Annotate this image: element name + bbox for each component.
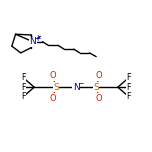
Text: F: F [127,92,131,101]
Text: O: O [50,71,56,81]
Text: +: + [34,34,40,43]
Text: F: F [21,73,25,82]
Text: F: F [127,83,131,92]
Text: N: N [29,37,36,46]
Text: F: F [21,83,25,92]
Text: S: S [53,83,59,92]
Text: O: O [50,94,56,103]
Text: F: F [21,92,25,101]
Text: O: O [96,94,102,103]
Text: O: O [96,71,102,81]
Text: N: N [73,83,79,92]
Text: S: S [93,83,99,92]
Text: F: F [127,73,131,82]
Text: −: − [77,79,83,88]
